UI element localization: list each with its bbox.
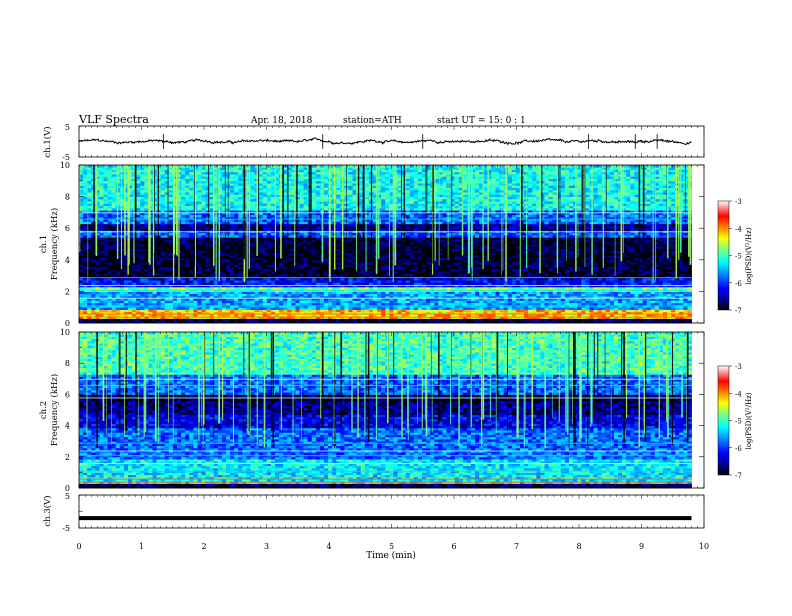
ch1-spectrogram-image [79, 165, 692, 323]
ch1-ylabel: ch.1(V) [42, 126, 53, 157]
date-label: Apr. 18, 2018 [250, 116, 313, 126]
start-time-label: start UT = 15: 0 : 1 [437, 116, 526, 126]
figure-title: VLF Spectra [78, 113, 149, 126]
ch1-time-ticks [79, 126, 704, 157]
ch1-ytick-top: 5 [65, 123, 70, 132]
station-label: station=ATH [343, 116, 402, 126]
ch1-waveform-trace [79, 138, 692, 145]
ch1-waveform-panel: 5 -5 ch.1(V) [42, 123, 704, 162]
